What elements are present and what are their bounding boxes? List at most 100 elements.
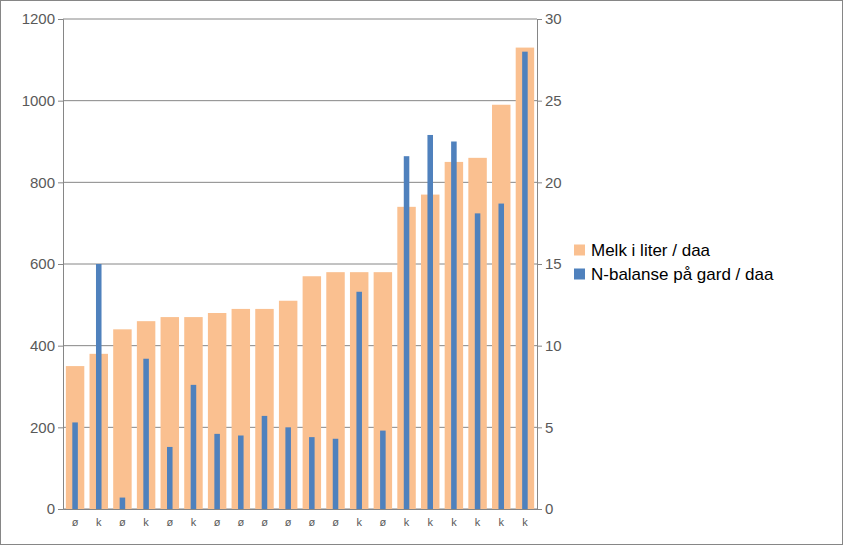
bars (66, 48, 534, 509)
bar (161, 317, 179, 509)
tick: ø (237, 509, 244, 528)
legend-item: Melk i liter / daa (574, 241, 711, 260)
bar (350, 272, 368, 509)
tick: k (356, 509, 362, 528)
series-1 (72, 52, 527, 509)
tick-mark (58, 264, 63, 265)
grid-line (63, 509, 537, 510)
tick-label: 15 (545, 255, 562, 272)
bar (326, 272, 344, 509)
tick: 5 (537, 419, 553, 436)
tick: ø (166, 509, 173, 528)
tick-label: k (522, 516, 528, 528)
bar (468, 158, 486, 509)
tick: 600 (30, 255, 63, 272)
tick: ø (214, 509, 221, 528)
plot: 020040060080010001200051015202530økøkøkø… (22, 10, 562, 528)
tick-label: 400 (30, 337, 55, 354)
tick-label: 0 (47, 500, 55, 517)
tick-label: 5 (545, 419, 553, 436)
tick-label: ø (308, 516, 315, 528)
tick-label: ø (214, 516, 221, 528)
grid-line (63, 100, 537, 101)
tick-label: k (356, 516, 362, 528)
axis-line (58, 20, 64, 510)
tick-label: ø (285, 516, 292, 528)
tick: k (522, 509, 528, 528)
grid-line (63, 19, 537, 20)
chart-border (1, 1, 843, 545)
tick: ø (332, 509, 339, 528)
tick: k (451, 509, 457, 528)
tick-mark (537, 19, 542, 20)
axis-line (64, 509, 538, 510)
bar (498, 204, 504, 509)
tick-label: ø (332, 516, 339, 528)
tick-label: k (475, 516, 481, 528)
tick-label: 1000 (22, 92, 55, 109)
axis-line (538, 20, 543, 510)
tick-label: ø (261, 516, 268, 528)
legend-label: Melk i liter / daa (591, 241, 711, 260)
bar (113, 329, 131, 509)
tick: k (191, 509, 197, 528)
tick: 200 (30, 419, 63, 436)
tick-mark (58, 101, 63, 102)
tick: ø (285, 509, 292, 528)
bar (356, 292, 362, 509)
tick: 20 (537, 174, 562, 191)
bar (374, 272, 392, 509)
chart: 020040060080010001200051015202530økøkøkø… (0, 0, 843, 545)
tick: k (404, 509, 410, 528)
tick-label: 1200 (22, 10, 55, 27)
tick-mark (58, 346, 63, 347)
grid (63, 19, 537, 509)
bar (191, 385, 197, 509)
bar (208, 313, 226, 509)
tick-label: k (404, 516, 410, 528)
tick-label: k (143, 516, 149, 528)
bar (262, 416, 268, 509)
tick-label: 20 (545, 174, 562, 191)
tick-mark (537, 427, 542, 428)
tick: k (143, 509, 149, 528)
tick-label: k (498, 516, 504, 528)
tick-mark (58, 427, 63, 428)
tick: 15 (537, 255, 562, 272)
bar (66, 366, 84, 509)
bar (303, 276, 321, 509)
bar (516, 48, 534, 509)
y2-axis: 0 5 10 15 20 25 30 (537, 10, 562, 517)
tick: 1000 (22, 92, 63, 109)
tick: ø (379, 509, 386, 528)
tick-mark (58, 19, 63, 20)
tick: k (427, 509, 433, 528)
tick: 25 (537, 92, 562, 109)
tick-label: ø (237, 516, 244, 528)
bar (72, 422, 78, 509)
tick-label: 800 (30, 174, 55, 191)
grid-line (63, 182, 537, 183)
bar (475, 213, 481, 509)
bar (238, 436, 244, 510)
tick: 10 (537, 337, 562, 354)
tick-mark (537, 509, 542, 510)
bar (333, 439, 339, 509)
grid-line (63, 264, 537, 265)
bar (232, 309, 250, 509)
tick: ø (72, 509, 79, 528)
legend-label: N-balanse på gard / daa (591, 265, 774, 284)
series-0 (66, 48, 534, 509)
bar (143, 359, 149, 509)
tick: k (96, 509, 102, 528)
tick: 0 (537, 500, 553, 517)
tick: 30 (537, 10, 562, 27)
tick-label: 200 (30, 419, 55, 436)
tick-label: ø (379, 516, 386, 528)
bar (404, 156, 410, 509)
tick-label: k (96, 516, 102, 528)
legend: Melk i liter / daa N-balanse på gard / da… (574, 241, 774, 284)
tick-mark (58, 182, 63, 183)
legend-swatch (574, 245, 585, 256)
bar (255, 309, 273, 509)
